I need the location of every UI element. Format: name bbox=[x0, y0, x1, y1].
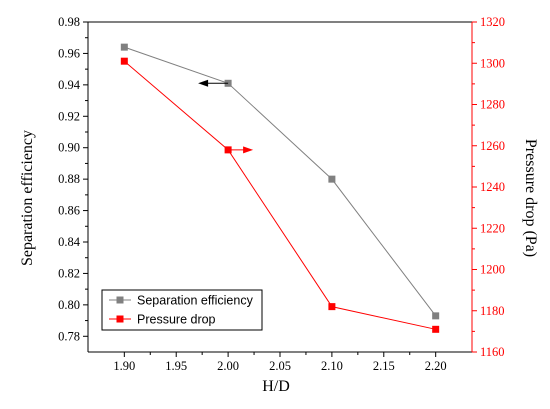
x-tick-label: 2.20 bbox=[425, 359, 447, 373]
right-tick-label: 1180 bbox=[480, 304, 505, 318]
left-axis-title: Separation efficiency bbox=[19, 130, 36, 266]
right-tick-label: 1320 bbox=[480, 15, 505, 29]
x-axis-title: H/D bbox=[262, 378, 290, 395]
right-tick-label: 1260 bbox=[480, 139, 505, 153]
left-arrow-icon bbox=[198, 79, 209, 87]
legend-pressure-drop-marker bbox=[116, 315, 124, 323]
x-tick-label: 2.05 bbox=[269, 359, 291, 373]
x-tick-label: 1.95 bbox=[165, 359, 187, 373]
left-tick-label: 0.82 bbox=[58, 266, 80, 280]
left-tick-label: 0.90 bbox=[58, 141, 80, 155]
right-tick-label: 1160 bbox=[480, 345, 505, 359]
x-tick-label: 2.00 bbox=[217, 359, 239, 373]
left-tick-label: 0.84 bbox=[58, 235, 81, 249]
right-tick-label: 1240 bbox=[480, 180, 505, 194]
x-tick-label: 1.90 bbox=[113, 359, 135, 373]
left-tick-label: 0.80 bbox=[58, 298, 80, 312]
right-tick-label: 1280 bbox=[480, 98, 505, 112]
legend-pressure-drop-label: Pressure drop bbox=[137, 313, 216, 327]
right-arrow-icon bbox=[243, 146, 254, 154]
left-tick-label: 0.86 bbox=[58, 204, 80, 218]
separation-efficiency-point bbox=[328, 175, 336, 183]
left-tick-label: 0.78 bbox=[58, 329, 80, 343]
pressure-drop-point bbox=[328, 303, 336, 311]
right-tick-label: 1220 bbox=[480, 221, 505, 235]
x-tick-label: 2.15 bbox=[373, 359, 395, 373]
x-tick-label: 2.10 bbox=[321, 359, 343, 373]
right-tick-label: 1300 bbox=[480, 56, 505, 70]
left-tick-label: 0.98 bbox=[58, 15, 80, 29]
legend-separation-efficiency-marker bbox=[116, 296, 124, 304]
separation-efficiency-line bbox=[124, 46, 437, 317]
left-tick-label: 0.88 bbox=[58, 172, 80, 186]
legend-separation-efficiency-label: Separation efficiency bbox=[137, 294, 254, 308]
separation-efficiency-point bbox=[120, 43, 128, 51]
right-axis-title: Pressure drop (Pa) bbox=[522, 139, 539, 257]
left-tick-label: 0.92 bbox=[58, 109, 80, 123]
left-tick-label: 0.96 bbox=[58, 46, 80, 60]
right-tick-label: 1200 bbox=[480, 263, 505, 277]
pressure-drop-point bbox=[432, 325, 440, 333]
legend-box bbox=[101, 289, 263, 331]
pressure-drop-point bbox=[120, 57, 128, 65]
separation-efficiency-point bbox=[432, 312, 440, 320]
left-tick-label: 0.94 bbox=[58, 78, 81, 92]
pressure-drop-line bbox=[123, 60, 436, 330]
